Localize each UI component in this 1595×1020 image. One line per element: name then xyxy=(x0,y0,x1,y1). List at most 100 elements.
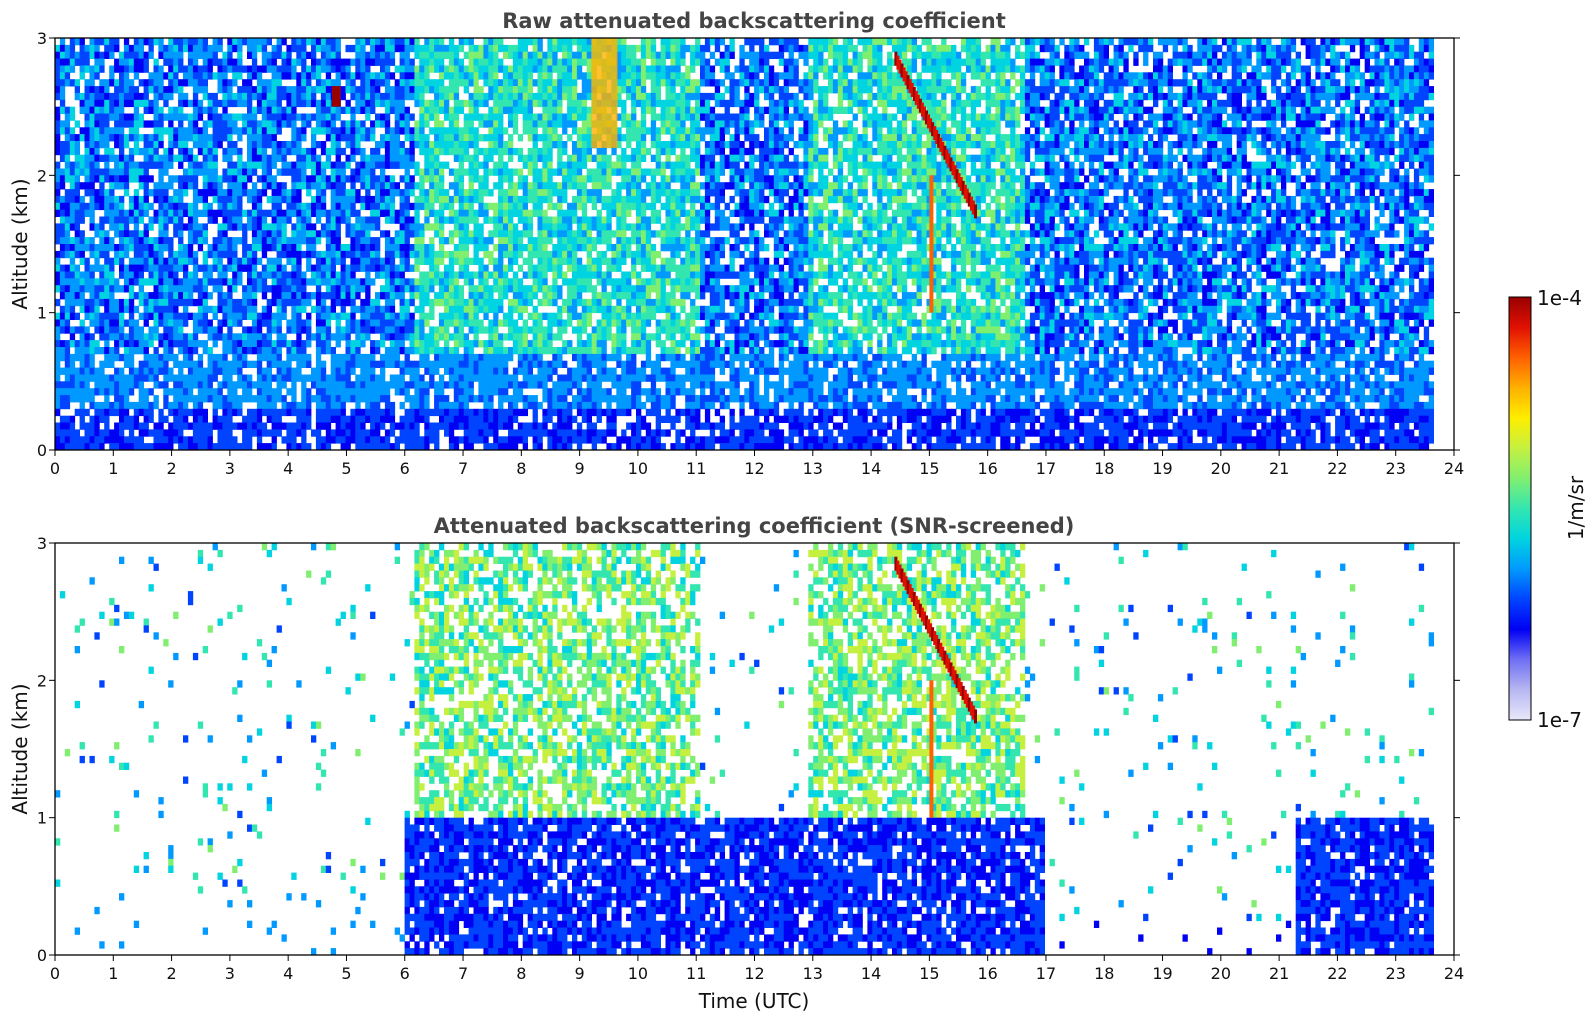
heatmap-cell xyxy=(434,127,440,135)
heatmap-cell xyxy=(114,168,120,176)
heatmap-cell xyxy=(360,175,366,183)
heatmap-cell xyxy=(1005,86,1011,94)
heatmap-cell xyxy=(207,120,213,128)
heatmap-cell xyxy=(104,99,110,108)
heatmap-cell xyxy=(1157,175,1164,183)
heatmap-cell xyxy=(1340,65,1346,73)
heatmap-cell xyxy=(1384,141,1390,149)
heatmap-cell xyxy=(739,51,745,59)
heatmap-cell xyxy=(911,106,917,114)
heatmap-cell xyxy=(1423,134,1430,142)
heatmap-cell xyxy=(970,154,977,162)
heatmap-cell xyxy=(1369,113,1375,121)
heatmap-cell xyxy=(970,51,977,59)
heatmap-cell xyxy=(291,147,297,156)
heatmap-cell xyxy=(837,86,844,94)
heatmap-cell xyxy=(931,79,937,87)
heatmap-cell xyxy=(281,58,287,66)
heatmap-cell xyxy=(1167,182,1173,190)
heatmap-cell xyxy=(192,141,199,149)
heatmap-cell xyxy=(616,79,622,87)
heatmap-cell xyxy=(286,72,292,80)
heatmap-cell xyxy=(729,86,735,94)
heatmap-cell xyxy=(700,106,706,114)
heatmap-cell xyxy=(212,72,218,80)
heatmap-cell xyxy=(542,161,548,169)
heatmap-cell xyxy=(94,106,100,114)
heatmap-cell xyxy=(547,120,553,128)
heatmap-cell xyxy=(1108,161,1114,169)
heatmap-cell xyxy=(1374,120,1380,128)
heatmap-cell xyxy=(1207,44,1213,53)
heatmap-cell xyxy=(498,175,504,183)
heatmap-cell xyxy=(1044,134,1050,142)
heatmap-cell xyxy=(458,79,464,87)
heatmap-cell xyxy=(55,161,61,169)
heatmap-cell xyxy=(581,99,588,108)
heatmap-cell xyxy=(458,99,464,108)
heatmap-cell xyxy=(89,92,95,101)
heatmap-cell xyxy=(123,120,130,128)
heatmap-cell xyxy=(399,86,405,94)
heatmap-cell xyxy=(512,79,519,87)
heatmap-cell xyxy=(256,120,263,128)
heatmap-cell xyxy=(581,161,588,169)
heatmap-cell xyxy=(330,65,336,73)
heatmap-cell xyxy=(1359,175,1365,183)
heatmap-cell xyxy=(1133,141,1139,149)
heatmap-cell xyxy=(1374,106,1380,114)
heatmap-cell xyxy=(567,106,573,114)
heatmap-cell xyxy=(1320,168,1326,176)
heatmap-cell xyxy=(576,141,583,149)
heatmap-cell xyxy=(1029,106,1036,114)
heatmap-cell xyxy=(138,99,144,108)
heatmap-cell xyxy=(739,58,745,66)
heatmap-cell xyxy=(995,51,1001,59)
heatmap-cell xyxy=(251,92,258,101)
heatmap-cell xyxy=(380,182,386,190)
heatmap-cell xyxy=(1354,134,1361,142)
heatmap-cell xyxy=(399,127,405,135)
heatmap-cell xyxy=(1212,127,1218,135)
heatmap-cell xyxy=(1256,127,1262,135)
heatmap-cell xyxy=(567,161,573,169)
heatmap-cell xyxy=(744,161,750,169)
heatmap-cell xyxy=(163,58,169,66)
heatmap-cell xyxy=(537,86,543,94)
heatmap-cell xyxy=(1088,154,1095,162)
heatmap-cell xyxy=(946,182,952,190)
heatmap-cell xyxy=(1024,127,1031,135)
heatmap-cell xyxy=(985,182,991,190)
heatmap-cell xyxy=(1389,147,1395,156)
heatmap-cell xyxy=(818,51,824,59)
heatmap-cell xyxy=(798,134,804,142)
heatmap-cell xyxy=(734,147,740,156)
heatmap-cell xyxy=(1064,44,1070,53)
heatmap-cell xyxy=(104,127,110,135)
heatmap-cell xyxy=(168,92,174,101)
heatmap-cell xyxy=(187,113,194,121)
heatmap-cell xyxy=(1256,79,1262,87)
heatmap-cell xyxy=(975,38,981,46)
heatmap-cell xyxy=(1128,168,1134,176)
heatmap-cell xyxy=(901,79,908,87)
heatmap-cell xyxy=(1162,154,1169,162)
heatmap-cell xyxy=(296,182,302,190)
heatmap-cell xyxy=(1128,127,1134,135)
heatmap-cell xyxy=(680,127,686,135)
heatmap-cell xyxy=(1217,120,1223,128)
heatmap-cell xyxy=(1182,51,1188,59)
heatmap-cell xyxy=(389,182,396,190)
heatmap-cell xyxy=(212,51,218,59)
heatmap-cell xyxy=(734,182,740,190)
heatmap-cell xyxy=(237,147,243,156)
heatmap-cell xyxy=(759,175,765,183)
heatmap-cell xyxy=(768,79,775,87)
heatmap-cell xyxy=(315,72,322,80)
heatmap-cell xyxy=(311,147,317,156)
heatmap-cell xyxy=(133,120,140,128)
heatmap-cell xyxy=(1349,72,1356,80)
heatmap-cell xyxy=(965,99,972,108)
heatmap-cell xyxy=(158,127,164,135)
heatmap-cell xyxy=(1148,106,1154,114)
